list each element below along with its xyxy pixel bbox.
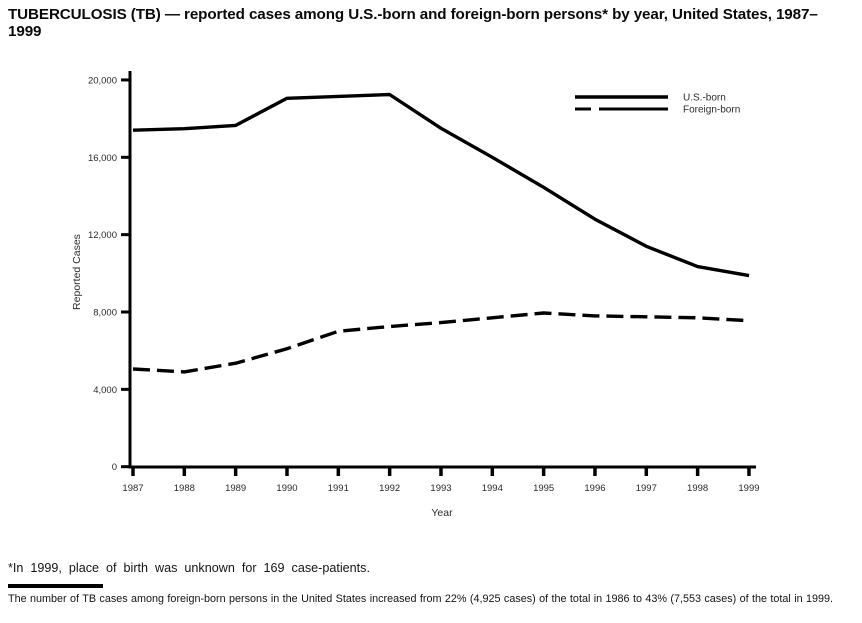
x-tick-label: 1987 (122, 483, 143, 494)
divider-bar (8, 584, 103, 588)
y-tick-label: 20,000 (88, 75, 117, 86)
x-tick-label: 1995 (533, 483, 554, 494)
y-axis-title: Reported Cases (71, 234, 83, 310)
footnote: *In 1999, place of birth was unknown for… (8, 561, 370, 575)
y-tick-label: 12,000 (88, 230, 117, 241)
x-tick-label: 1989 (225, 483, 246, 494)
series-line-u-s-born (132, 92, 750, 278)
x-tick-label: 1994 (482, 483, 503, 494)
x-tick-label: 1996 (584, 483, 605, 494)
x-tick-label: 1991 (328, 483, 349, 494)
legend-label: U.S.-born (683, 93, 726, 104)
x-tick-label: 1998 (687, 483, 708, 494)
x-tick-label: 1992 (379, 483, 400, 494)
y-tick-label: 16,000 (88, 153, 117, 164)
x-axis-title: Year (431, 507, 453, 519)
x-tick-label: 1993 (430, 483, 451, 494)
caption: The number of TB cases among foreign-bor… (8, 593, 834, 605)
x-tick-label: 1999 (738, 483, 759, 494)
y-tick-label: 8,000 (93, 308, 117, 319)
x-tick-label: 1990 (276, 483, 297, 494)
chart-title: TUBERCULOSIS (TB) — reported cases among… (8, 6, 818, 40)
x-tick-label: 1988 (174, 483, 195, 494)
legend-label: Foreign-born (683, 105, 740, 116)
y-tick-label: 4,000 (93, 385, 117, 396)
chart-canvas: 0 4,000 8,000 12,000 16,000 20,000 1987 1988 198… (71, 71, 760, 519)
x-tick-label: 1997 (636, 483, 657, 494)
y-tick-label: 0 (112, 462, 117, 473)
series-line-foreign-born (132, 311, 750, 374)
